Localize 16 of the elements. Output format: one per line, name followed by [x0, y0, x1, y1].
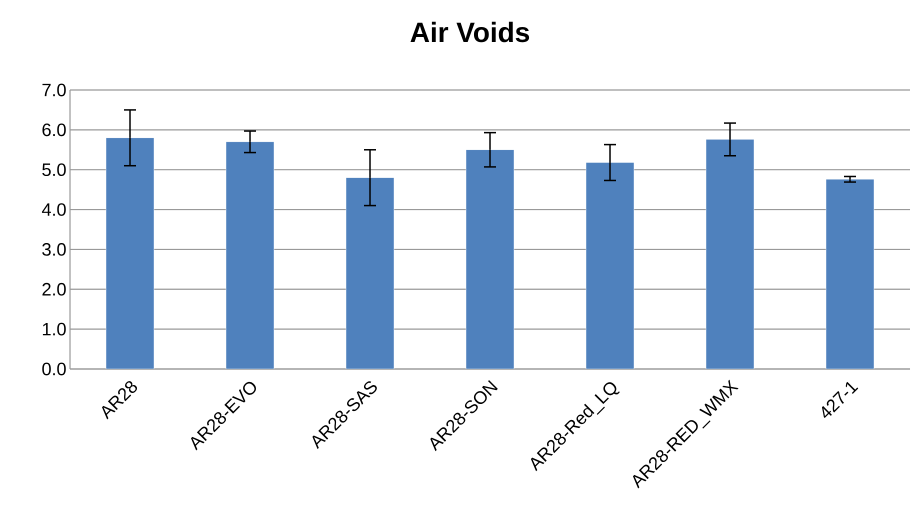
bar [226, 142, 274, 369]
bar [346, 177, 394, 369]
chart-title: Air Voids [410, 22, 530, 42]
bar [106, 138, 154, 369]
bar [706, 139, 754, 369]
y-tick-label: 5.0 [42, 163, 66, 176]
y-tick-label: 6.0 [42, 123, 66, 136]
y-tick-label: 2.0 [42, 282, 66, 296]
y-tick-label: 0.0 [42, 362, 66, 376]
bar [826, 179, 874, 369]
y-tick-label: 3.0 [42, 243, 66, 256]
y-tick-label: 1.0 [42, 322, 66, 336]
y-tick-label: 4.0 [42, 203, 66, 216]
y-tick-label: 7.0 [42, 84, 66, 96]
bar [586, 162, 634, 369]
bar [466, 150, 514, 369]
